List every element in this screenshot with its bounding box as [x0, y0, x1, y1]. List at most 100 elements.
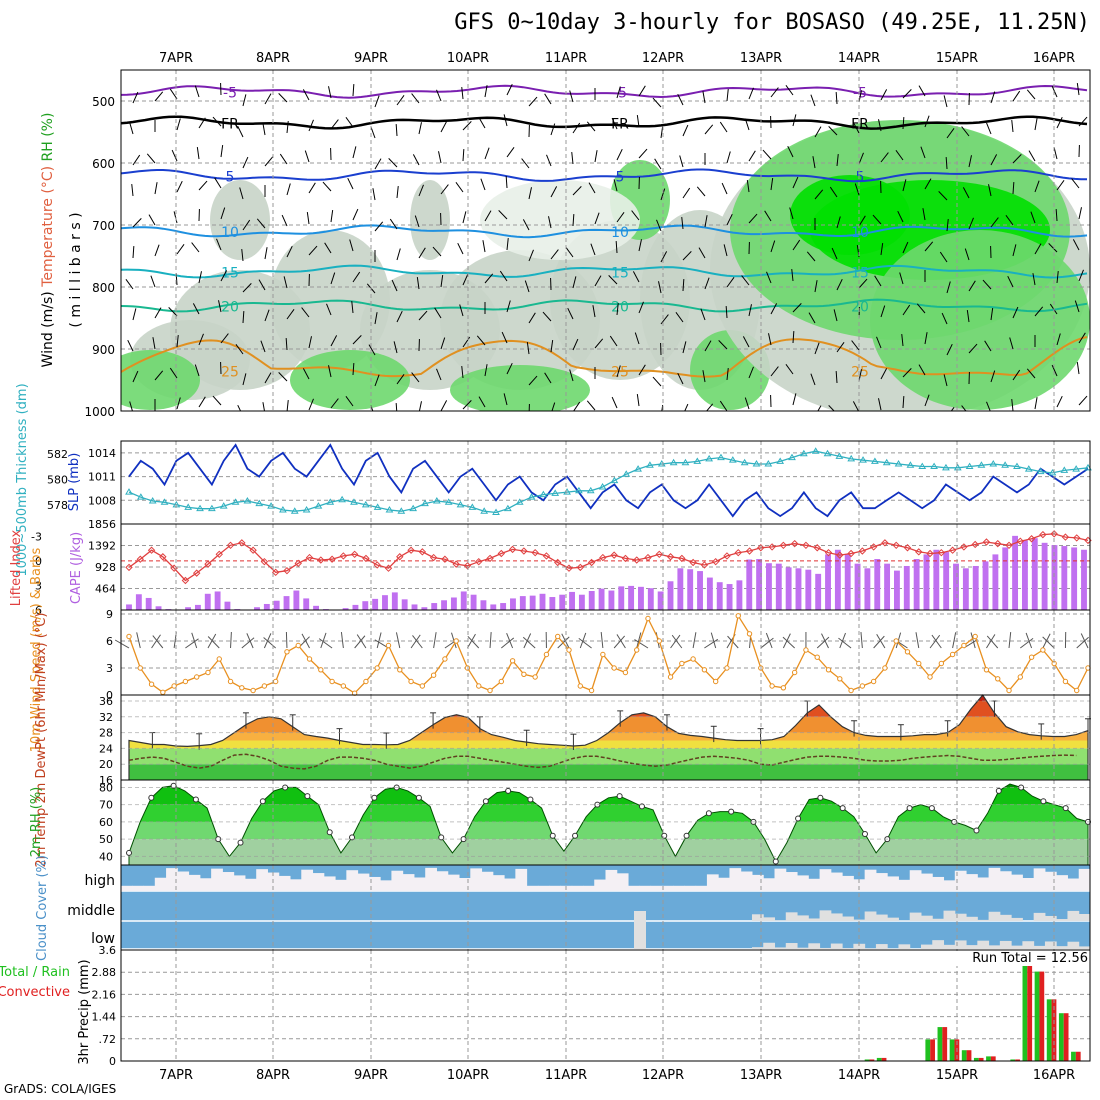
wind-barb [573, 401, 581, 411]
wind-barb [792, 114, 797, 127]
li-point [824, 548, 833, 557]
wind10m-point [555, 633, 561, 640]
li-point [226, 541, 235, 550]
wind-barb [895, 149, 904, 161]
cloud-high-block [447, 874, 460, 891]
wind10m-point [216, 656, 222, 662]
wind10m-point [250, 687, 256, 694]
thickness-point [160, 498, 169, 505]
thickness-point [847, 454, 856, 462]
wind-barb [440, 337, 446, 350]
wind-barb [990, 91, 996, 104]
cloud-high-block [1056, 875, 1068, 891]
li-point [802, 541, 810, 550]
wind-barb [1078, 332, 1086, 344]
cloud-mid-block [999, 914, 1012, 921]
wind-barb [966, 310, 970, 323]
wind-barb [1026, 368, 1036, 379]
li-point [418, 548, 427, 556]
thickness-point [764, 460, 773, 467]
thickness-point [432, 497, 441, 504]
wind-barb [902, 395, 905, 409]
wind10m-barb [860, 632, 863, 649]
wind10m-point [487, 687, 493, 694]
pressure-tick-label: 800 [92, 281, 115, 295]
wind10m-point [893, 638, 899, 644]
wind10m-point [227, 678, 234, 685]
li-point [881, 539, 889, 547]
wind-barb [719, 121, 728, 133]
cloud-high-block [323, 876, 336, 891]
thickness-point [290, 507, 299, 514]
wind-barb [176, 118, 181, 131]
cape-bar [598, 588, 605, 610]
rh-point [705, 810, 712, 817]
wind-barb [652, 97, 662, 108]
thickness-tick-label: 582 [47, 448, 68, 461]
wind-barb [1071, 178, 1080, 189]
panel-border [120, 949, 1091, 1062]
wind10m-barb [765, 632, 773, 649]
li-point [757, 544, 765, 552]
wind-barb [501, 331, 508, 344]
wind-barb [814, 189, 824, 200]
wind10m-point [160, 689, 166, 695]
temperature-contour-label: 25 [611, 365, 629, 381]
wind-barb [168, 307, 178, 317]
wind-barb [704, 277, 710, 290]
cape-bar [569, 591, 575, 610]
cape-bar [382, 595, 388, 610]
rh-point [817, 794, 824, 801]
cape-bar [795, 568, 802, 610]
wind10m-point [622, 669, 629, 676]
wind-barb [594, 275, 602, 287]
cape-bar [283, 596, 290, 610]
cape-bar [1051, 545, 1058, 610]
wind-barb [262, 123, 266, 136]
cape-bar [962, 568, 969, 610]
cloud-low-block [797, 947, 809, 949]
cape-bar [529, 595, 536, 610]
cape-bar [401, 599, 408, 610]
wind10m-point [735, 613, 741, 619]
cape-bar [1041, 542, 1048, 610]
wind-barb [169, 88, 178, 100]
wind-barb [393, 341, 398, 354]
rh-shade [121, 350, 200, 410]
wind-barb [1078, 116, 1088, 127]
cloud-high-block [898, 879, 911, 891]
rh2m-ylabel: 2m RH (%) [29, 787, 44, 858]
thickness-point [539, 490, 548, 498]
top-date-label: 10APR [447, 51, 489, 66]
cloud-high-block [177, 871, 190, 891]
li-point [587, 558, 596, 567]
cape-bar [588, 591, 595, 610]
thickness-point [646, 461, 654, 468]
thickness-point [788, 453, 796, 461]
cape-bar [155, 606, 162, 610]
rh-shade [290, 350, 410, 410]
cloud-high-block [977, 877, 990, 891]
wind-barb [679, 155, 684, 168]
thickness-ylabel: 1000~500mb Thickness (dm) [15, 383, 30, 576]
wind10m-point [1074, 687, 1080, 694]
wind-barb [592, 305, 596, 318]
wind-barb [902, 304, 911, 316]
wind-barb [352, 146, 357, 159]
wind-barb [328, 365, 332, 378]
li-point [960, 543, 968, 551]
wind-barb [986, 401, 991, 411]
li-point [554, 558, 562, 567]
li-point [948, 546, 957, 554]
top-date-label: 9APR [354, 51, 388, 66]
wind-barb [258, 279, 266, 291]
cloud-high-block [222, 872, 235, 891]
li-point [745, 547, 754, 555]
rh-point [772, 858, 779, 865]
li-point [1061, 533, 1070, 541]
wind-barb [901, 334, 904, 347]
wind10m-barb [986, 634, 996, 649]
wind-barb [1007, 275, 1014, 288]
rh-point [192, 796, 199, 803]
wind-barb [216, 238, 222, 251]
